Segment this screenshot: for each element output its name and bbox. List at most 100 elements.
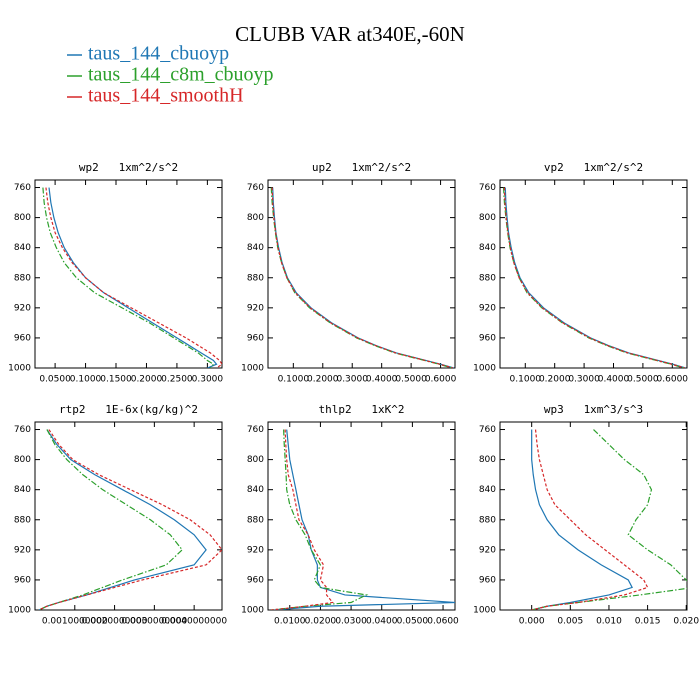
x-tick-label: 0.0010000000	[42, 617, 108, 627]
y-tick-label: 960	[479, 575, 496, 585]
series-line	[45, 187, 222, 368]
y-tick-label: 840	[14, 485, 31, 495]
y-tick-label: 1000	[8, 606, 31, 616]
plot-frame	[267, 421, 456, 611]
x-tick-label: 0.0020000000	[82, 617, 148, 627]
y-tick-label: 880	[479, 273, 496, 283]
x-tick-label: 0.2000	[307, 375, 339, 385]
y-tick-label: 840	[14, 243, 31, 253]
plot-frame	[34, 421, 223, 611]
y-tick-label: 920	[479, 545, 496, 555]
y-tick-label: 880	[479, 515, 496, 525]
x-tick-label: 0.0500	[397, 617, 429, 627]
x-tick-label: 0.4000	[366, 375, 398, 385]
legend-label: taus_144_c8m_cbuoyp	[88, 64, 274, 86]
y-tick-label: 760	[247, 425, 264, 435]
series-line	[271, 429, 369, 610]
y-tick-label: 920	[479, 303, 496, 313]
series-line	[48, 187, 218, 368]
x-tick-label: 0.2000	[539, 375, 571, 385]
series-line	[38, 429, 222, 610]
panel-title: wp3 1xm^3/s^3	[544, 403, 643, 416]
y-tick-label: 1000	[473, 606, 496, 616]
y-tick-label: 920	[14, 545, 31, 555]
x-tick-label: 0.1500	[100, 375, 132, 385]
y-tick-label: 800	[247, 455, 264, 465]
y-tick-label: 800	[14, 213, 31, 223]
y-tick-label: 840	[479, 485, 496, 495]
y-tick-label: 800	[247, 213, 264, 223]
series-line	[531, 429, 687, 610]
x-tick-label: 0.0030000000	[121, 617, 187, 627]
x-tick-label: 0.3000	[568, 375, 600, 385]
y-tick-label: 840	[247, 485, 264, 495]
series-line	[531, 429, 649, 610]
x-tick-label: 0.015	[635, 617, 661, 627]
plot-frame	[267, 179, 456, 369]
x-tick-label: 0.0600	[427, 617, 459, 627]
panel-title: rtp2 1E-6x(kg/kg)^2	[59, 403, 198, 416]
y-tick-label: 960	[247, 333, 264, 343]
x-tick-label: 0.1000	[70, 375, 102, 385]
series-line	[503, 187, 686, 368]
x-tick-label: 0.3000	[192, 375, 224, 385]
x-tick-label: 0.2500	[161, 375, 193, 385]
y-tick-label: 880	[247, 273, 264, 283]
panel-title: thlp2 1xK^2	[318, 403, 404, 416]
x-tick-label: 0.5000	[627, 375, 659, 385]
y-tick-label: 760	[14, 425, 31, 435]
figure-title: CLUBB VAR at340E,-60N	[235, 22, 465, 46]
x-tick-label: 0.020	[673, 617, 699, 627]
panel-title: wp2 1xm^2/s^2	[79, 161, 178, 174]
x-tick-label: 0.0300	[335, 617, 367, 627]
y-tick-label: 760	[479, 425, 496, 435]
y-tick-label: 760	[247, 183, 264, 193]
y-tick-label: 760	[479, 183, 496, 193]
y-tick-label: 960	[14, 333, 31, 343]
panel-title: vp2 1xm^2/s^2	[544, 161, 643, 174]
x-tick-label: 0.000	[519, 617, 545, 627]
series-line	[38, 429, 184, 610]
plot-frame	[499, 421, 688, 611]
series-line	[271, 187, 454, 368]
y-tick-label: 960	[14, 575, 31, 585]
legend-label: taus_144_cbuoyp	[88, 43, 229, 65]
x-tick-label: 0.0040000000	[161, 617, 227, 627]
y-tick-label: 920	[247, 303, 264, 313]
y-tick-label: 920	[247, 545, 264, 555]
legend-label: taus_144_smoothH	[88, 85, 244, 107]
y-tick-label: 840	[479, 243, 496, 253]
x-tick-label: 0.005	[557, 617, 583, 627]
y-tick-label: 800	[479, 455, 496, 465]
y-tick-label: 880	[247, 515, 264, 525]
series-line	[270, 187, 453, 368]
x-tick-label: 0.010	[596, 617, 622, 627]
x-tick-label: 0.1000	[278, 375, 310, 385]
x-tick-label: 0.3000	[336, 375, 368, 385]
y-tick-label: 920	[14, 303, 31, 313]
y-tick-label: 800	[479, 213, 496, 223]
series-line	[271, 429, 334, 610]
x-tick-label: 0.0500	[39, 375, 71, 385]
y-tick-label: 1000	[241, 364, 264, 374]
x-tick-label: 0.2000	[131, 375, 163, 385]
y-tick-label: 960	[247, 575, 264, 585]
y-tick-label: 880	[14, 273, 31, 283]
y-tick-label: 880	[14, 515, 31, 525]
x-tick-label: 0.0100	[274, 617, 306, 627]
panel-title: up2 1xm^2/s^2	[312, 161, 411, 174]
y-tick-label: 960	[479, 333, 496, 343]
x-tick-label: 0.6000	[657, 375, 689, 385]
series-line	[502, 187, 685, 368]
plot-frame	[34, 179, 223, 369]
y-tick-label: 760	[14, 183, 31, 193]
series-line	[531, 429, 633, 610]
x-tick-label: 0.6000	[425, 375, 457, 385]
y-tick-label: 1000	[8, 364, 31, 374]
x-tick-label: 0.4000	[598, 375, 630, 385]
y-tick-label: 1000	[241, 606, 264, 616]
x-tick-label: 0.1000	[510, 375, 542, 385]
x-tick-label: 0.5000	[395, 375, 427, 385]
y-tick-label: 1000	[473, 364, 496, 374]
